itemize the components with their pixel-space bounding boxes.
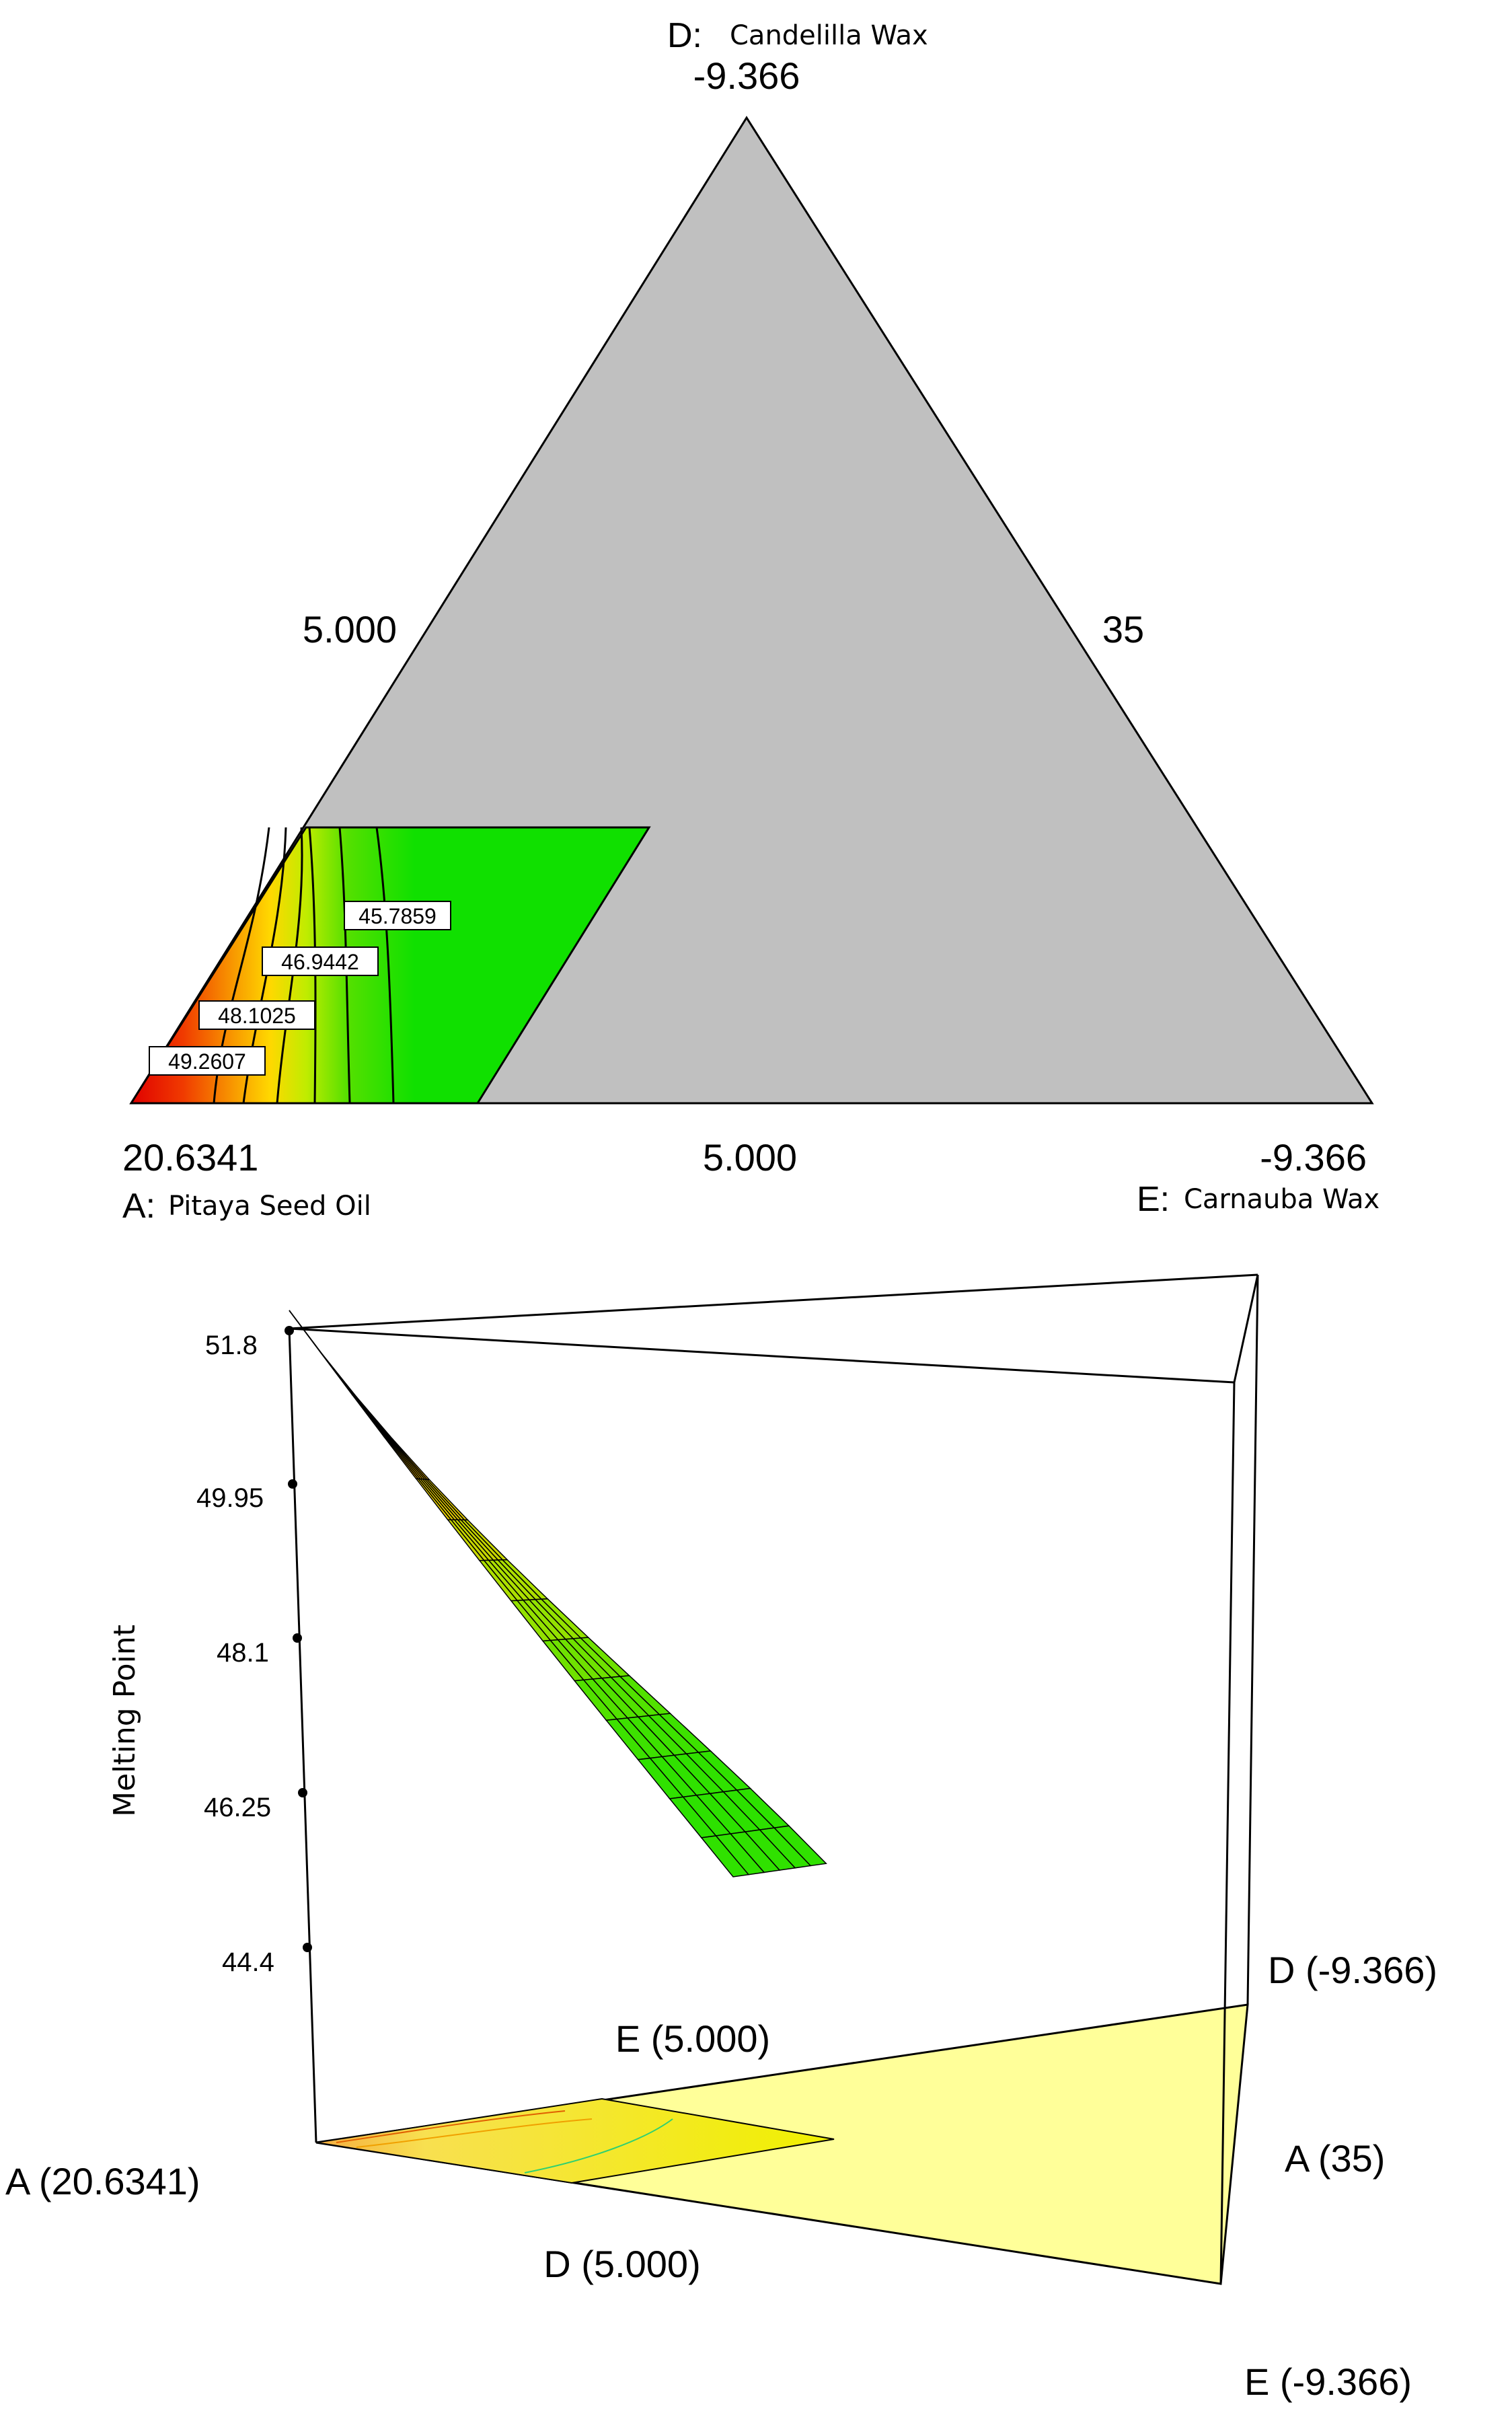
contour-label: 45.7859 [358, 904, 437, 928]
vertex-left-name: Pitaya Seed Oil [168, 1191, 371, 1222]
contour-label: 49.2607 [168, 1049, 246, 1074]
z-tick-label: 51.8 [205, 1331, 258, 1360]
surface-cell [389, 1437, 430, 1481]
z-tick-label: 49.95 [196, 1483, 264, 1513]
z-tick-dot [298, 1788, 307, 1797]
edge-label-right: 35 [1102, 608, 1144, 650]
z-tick-dot [293, 1633, 302, 1643]
vertex-right-value: -9.366 [1260, 1136, 1367, 1179]
base-label-a-right: A (35) [1285, 2137, 1385, 2180]
z-tick-dot [288, 1479, 297, 1489]
base-contours [336, 2110, 673, 2173]
base-label-d-right: D (-9.366) [1268, 1949, 1437, 1991]
surface-cell [354, 1395, 393, 1440]
vertex-left-value: 20.6341 [122, 1136, 258, 1179]
feasible-region [129, 826, 651, 1105]
vertex-right-letter: E: [1137, 1180, 1170, 1219]
contour-labels: 49.2607 48.1025 46.9442 45.7859 [149, 901, 451, 1076]
surface-cell [289, 1310, 323, 1354]
z-tick-label: 46.25 [204, 1793, 271, 1822]
ternary-plot: 49.2607 48.1025 46.9442 45.7859 D: Cande… [122, 16, 1379, 1226]
vertex-right-name: Carnauba Wax [1184, 1184, 1379, 1215]
contour-label: 46.9442 [281, 950, 359, 974]
z-axis-ticks: 51.8 49.95 48.1 46.25 44.4 [196, 1326, 312, 1977]
vertex-top-value: -9.366 [693, 54, 800, 97]
base-label-e-right: E (-9.366) [1244, 2360, 1412, 2403]
z-tick-label: 48.1 [217, 1638, 269, 1668]
contour-label: 48.1025 [218, 1004, 296, 1028]
z-tick-label: 44.4 [222, 1947, 274, 1977]
edge-label-left: 5.000 [303, 608, 397, 650]
base-label-e-mid: E (5.000) [615, 2017, 770, 2060]
surface-plot: 51.8 49.95 48.1 46.25 44.4 Melting Point… [5, 1273, 1437, 2403]
vertex-left-letter: A: [122, 1187, 155, 1226]
vertex-top-name: Candelilla Wax [730, 20, 928, 51]
z-tick-dot [303, 1943, 312, 1952]
surface-cell [773, 1825, 827, 1867]
base-label-a-left: A (20.6341) [5, 2160, 200, 2202]
edge-label-bottom: 5.000 [703, 1136, 797, 1179]
vertex-top-letter: D: [667, 16, 702, 55]
z-tick-dot [285, 1326, 294, 1335]
surface-cell [321, 1353, 358, 1398]
box-edges [288, 1273, 1259, 2284]
base-feasible-region [315, 2097, 835, 2184]
base-label-d-mid: D (5.000) [543, 2243, 700, 2285]
z-axis-title: Melting Point [108, 1625, 142, 1817]
response-surface [289, 1310, 827, 1877]
